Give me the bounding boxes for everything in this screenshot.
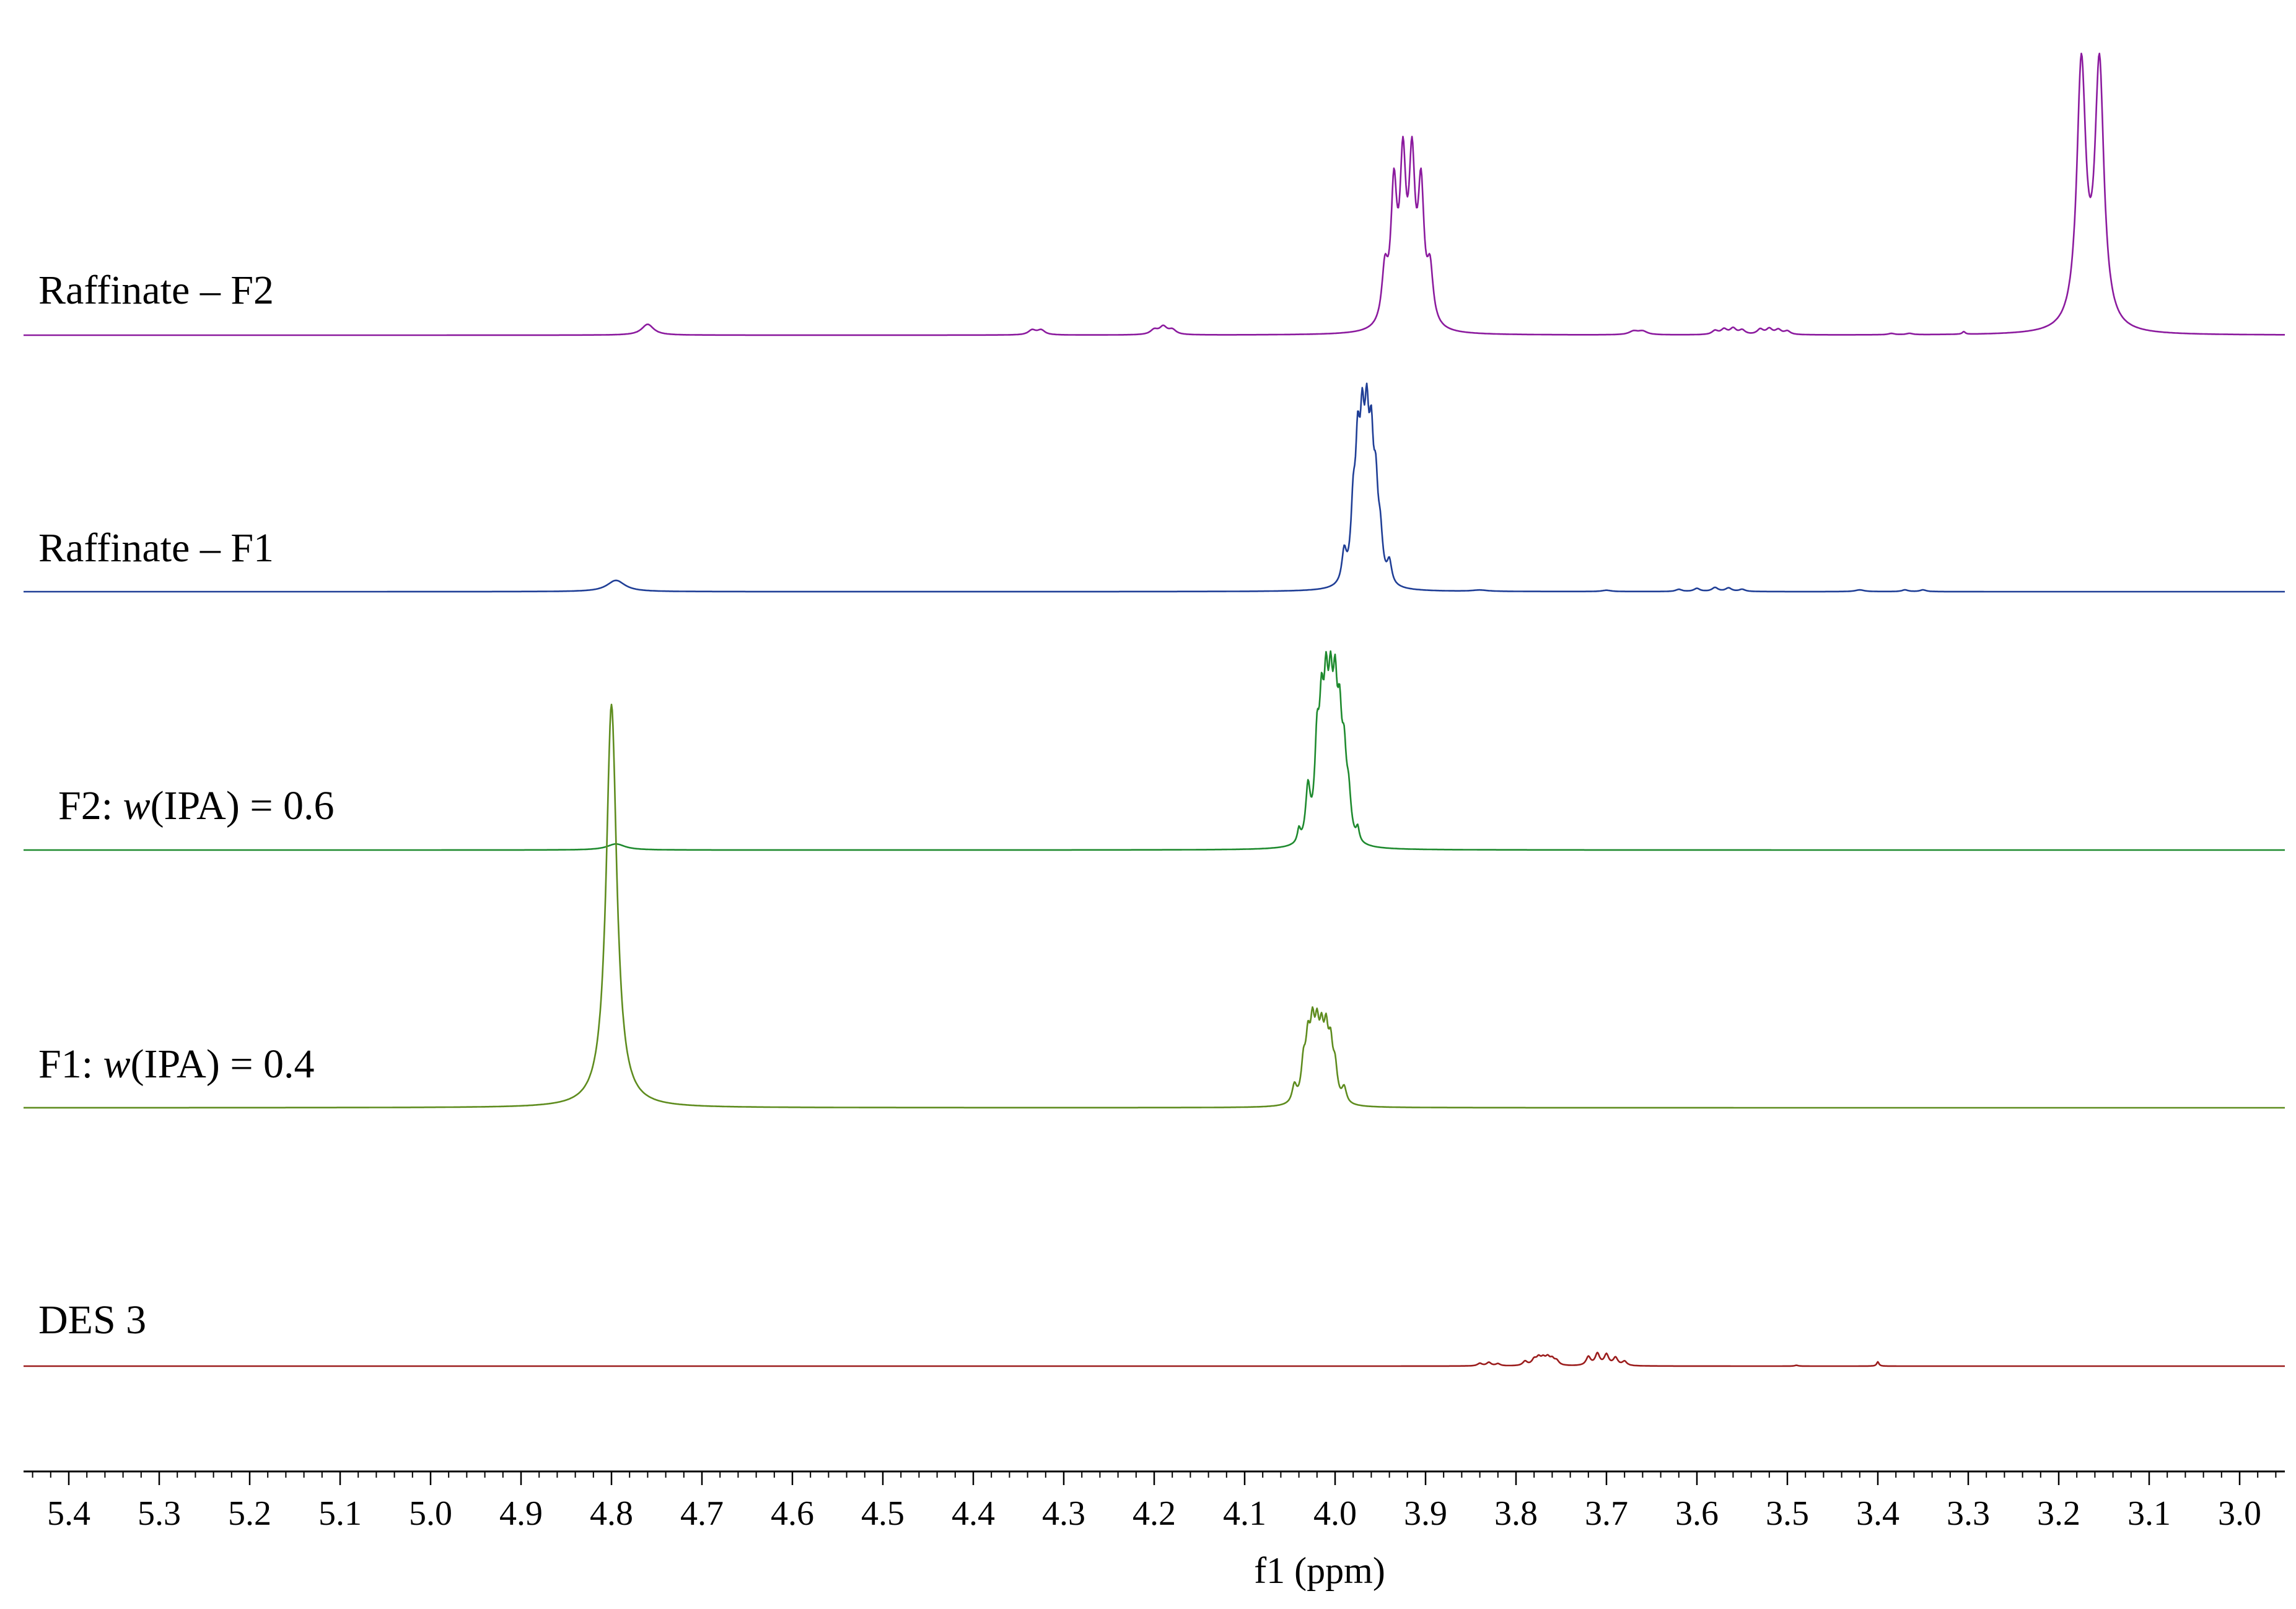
x-tick-label: 4.2	[1133, 1494, 1176, 1533]
x-tick-label: 3.7	[1585, 1494, 1628, 1533]
x-tick-label: 3.3	[1947, 1494, 1990, 1533]
x-tick-label: 4.0	[1313, 1494, 1357, 1533]
x-axis: 5.4 5.3 5.2 5.1 5.0 4.9 4.8 4.7 4.6 4.5 4.4 4.3 4.2 4…	[24, 1470, 2285, 1591]
trace-label-5: DES 3	[38, 1297, 146, 1343]
x-tick-label: 5.2	[228, 1494, 271, 1533]
x-tick-label: 5.1	[318, 1494, 362, 1533]
x-tick-label: 4.4	[952, 1494, 995, 1533]
trace-label-2: Raffinate – F1	[38, 525, 274, 571]
x-axis-title: f1 (ppm)	[1254, 1550, 1385, 1591]
trace-labels-layer: Raffinate – F2 Raffinate – F1 F2: w(IPA) =…	[38, 268, 335, 1343]
trace-label-3: F2: w(IPA) = 0.6	[58, 783, 335, 828]
x-tick-label: 3.4	[1856, 1494, 1899, 1533]
spectrum-trace-2	[24, 382, 2285, 593]
x-tick-label: 5.0	[409, 1494, 452, 1533]
x-tick-label: 4.6	[771, 1494, 814, 1533]
x-tick-label: 4.9	[499, 1494, 543, 1533]
x-tick-label: 4.7	[680, 1494, 724, 1533]
x-tick-label: 3.8	[1494, 1494, 1538, 1533]
trace-label-1: Raffinate – F2	[38, 268, 274, 313]
x-tick-label: 4.8	[590, 1494, 633, 1533]
x-tick-label: 3.9	[1404, 1494, 1447, 1533]
trace-label-4: F1: w(IPA) = 0.4	[38, 1041, 315, 1087]
x-tick-label: 4.5	[861, 1494, 905, 1533]
traces-layer	[24, 53, 2285, 1367]
x-tick-label: 4.1	[1223, 1494, 1266, 1533]
x-tick-label: 3.2	[2037, 1494, 2080, 1533]
x-tick-label: 3.5	[1766, 1494, 1809, 1533]
spectrum-trace-3	[24, 650, 2285, 851]
x-tick-label: 3.6	[1675, 1494, 1719, 1533]
spectrum-trace-1	[24, 53, 2285, 336]
x-tick-label: 4.3	[1042, 1494, 1085, 1533]
x-axis-ticks: 5.4 5.3 5.2 5.1 5.0 4.9 4.8 4.7 4.6 4.5 4.4 4.3 4.2 4…	[32, 1471, 2277, 1533]
x-tick-label: 3.1	[2127, 1494, 2171, 1533]
x-tick-label: 5.4	[47, 1494, 90, 1533]
x-tick-label: 5.3	[138, 1494, 181, 1533]
spectrum-trace-4	[24, 703, 2285, 1109]
spectrum-trace-5	[24, 1351, 2285, 1367]
x-tick-label: 3.0	[2218, 1494, 2261, 1533]
